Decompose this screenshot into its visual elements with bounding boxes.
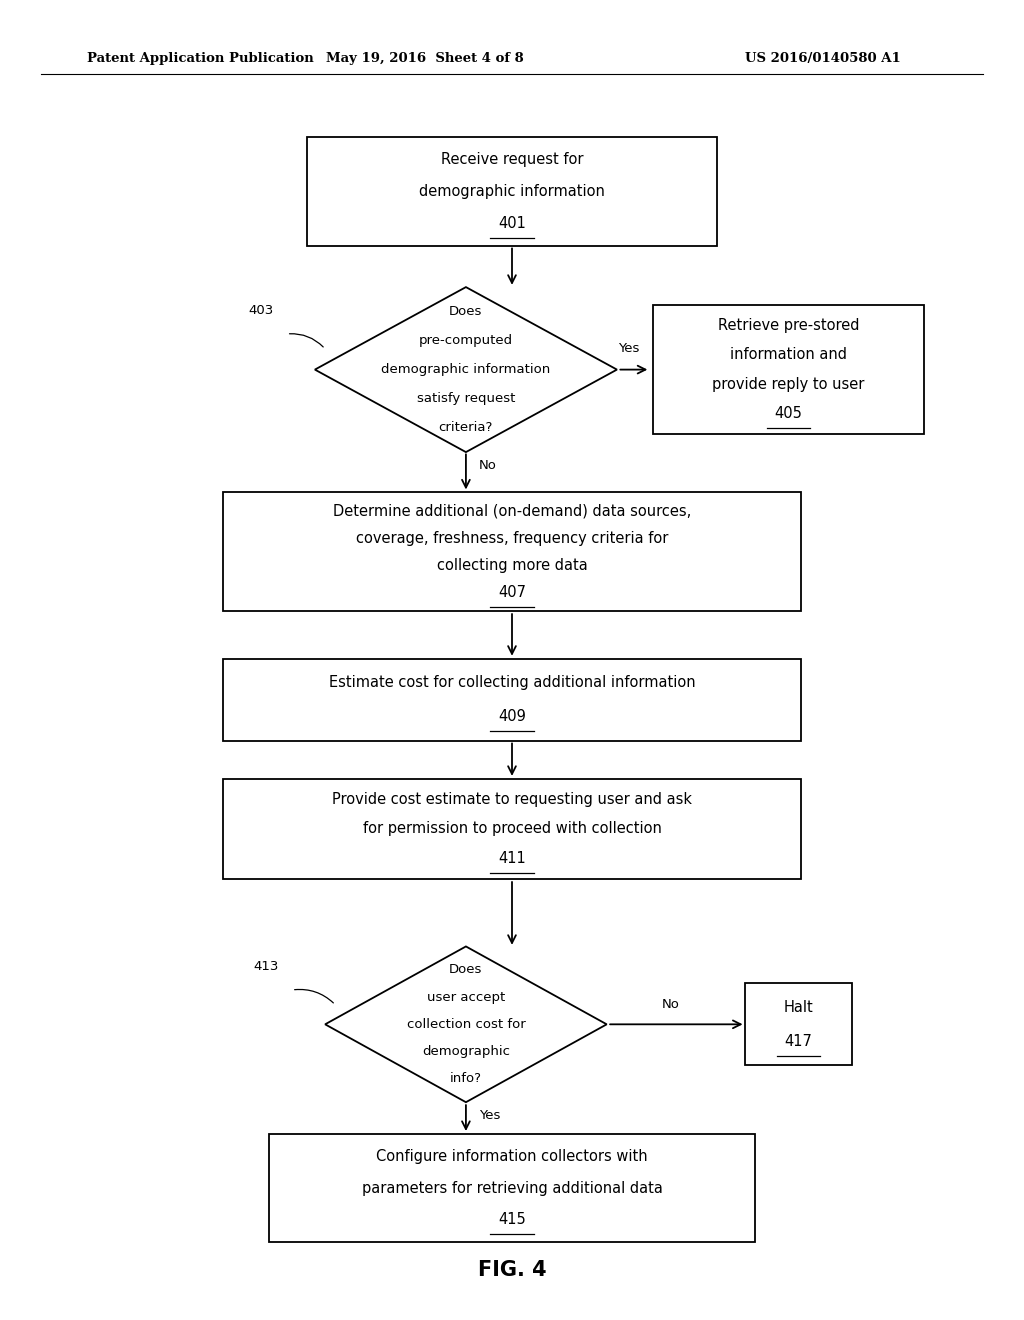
FancyBboxPatch shape (223, 659, 801, 741)
Text: demographic: demographic (422, 1045, 510, 1059)
Text: Determine additional (on-demand) data sources,: Determine additional (on-demand) data so… (333, 504, 691, 519)
Text: Retrieve pre-stored: Retrieve pre-stored (718, 318, 859, 333)
Text: 417: 417 (784, 1034, 813, 1049)
Text: collection cost for: collection cost for (407, 1018, 525, 1031)
Polygon shape (326, 946, 606, 1102)
Text: coverage, freshness, frequency criteria for: coverage, freshness, frequency criteria … (355, 531, 669, 545)
Text: demographic information: demographic information (419, 183, 605, 199)
Text: pre-computed: pre-computed (419, 334, 513, 347)
Text: Does: Does (450, 964, 482, 977)
Text: 413: 413 (254, 960, 279, 973)
FancyBboxPatch shape (653, 305, 924, 434)
Text: information and: information and (730, 347, 847, 363)
Text: Does: Does (450, 305, 482, 318)
Text: 415: 415 (498, 1212, 526, 1228)
FancyBboxPatch shape (268, 1134, 756, 1242)
Text: Yes: Yes (479, 1109, 501, 1122)
FancyBboxPatch shape (223, 779, 801, 879)
FancyBboxPatch shape (307, 137, 717, 246)
FancyBboxPatch shape (745, 983, 852, 1065)
FancyBboxPatch shape (223, 492, 801, 611)
Text: No: No (662, 998, 680, 1011)
Text: Halt: Halt (783, 999, 814, 1015)
Text: 403: 403 (249, 304, 273, 317)
Text: collecting more data: collecting more data (436, 558, 588, 573)
Text: May 19, 2016  Sheet 4 of 8: May 19, 2016 Sheet 4 of 8 (326, 51, 524, 65)
Text: Patent Application Publication: Patent Application Publication (87, 51, 313, 65)
Text: Configure information collectors with: Configure information collectors with (376, 1148, 648, 1164)
Text: Provide cost estimate to requesting user and ask: Provide cost estimate to requesting user… (332, 792, 692, 807)
Polygon shape (315, 288, 616, 451)
Text: criteria?: criteria? (438, 421, 494, 434)
Text: user accept: user accept (427, 990, 505, 1003)
Text: 411: 411 (498, 851, 526, 866)
Text: Yes: Yes (618, 342, 639, 355)
Text: Estimate cost for collecting additional information: Estimate cost for collecting additional … (329, 675, 695, 690)
Text: 407: 407 (498, 585, 526, 599)
Text: No: No (479, 459, 497, 473)
Text: US 2016/0140580 A1: US 2016/0140580 A1 (745, 51, 901, 65)
Text: 405: 405 (774, 407, 803, 421)
Text: satisfy request: satisfy request (417, 392, 515, 405)
Text: parameters for retrieving additional data: parameters for retrieving additional dat… (361, 1180, 663, 1196)
Text: 409: 409 (498, 709, 526, 725)
Text: info?: info? (450, 1072, 482, 1085)
Text: Receive request for: Receive request for (440, 152, 584, 168)
Text: FIG. 4: FIG. 4 (477, 1259, 547, 1280)
Text: provide reply to user: provide reply to user (713, 376, 864, 392)
Text: demographic information: demographic information (381, 363, 551, 376)
Text: for permission to proceed with collection: for permission to proceed with collectio… (362, 821, 662, 837)
Text: 401: 401 (498, 215, 526, 231)
